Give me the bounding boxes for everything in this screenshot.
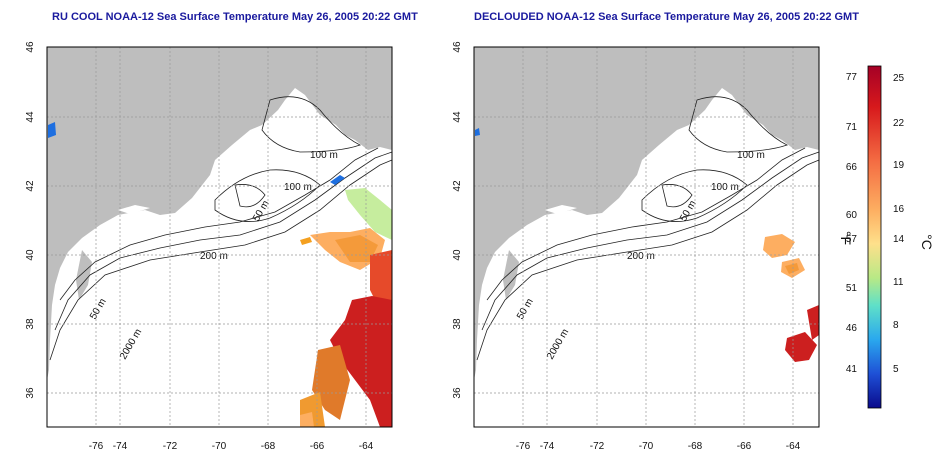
x-tick-label: -66 bbox=[737, 441, 752, 452]
fahrenheit-tick: 41 bbox=[846, 364, 858, 375]
x-tick-label: -76 bbox=[516, 441, 531, 452]
y-tick-label: 42 bbox=[25, 180, 36, 192]
fahrenheit-tick: 60 bbox=[846, 210, 858, 221]
y-tick-label: 46 bbox=[452, 41, 463, 53]
left-map-title: RU COOL NOAA-12 Sea Surface Temperature … bbox=[52, 11, 418, 23]
celsius-tick: 25 bbox=[893, 73, 905, 84]
right-map-title: DECLOUDED NOAA-12 Sea Surface Temperatur… bbox=[474, 11, 859, 23]
contour-label: 100 m bbox=[310, 150, 338, 161]
y-tick-label: 38 bbox=[25, 318, 36, 330]
colorbar-gradient bbox=[867, 65, 882, 409]
right-map-frame bbox=[473, 46, 820, 428]
colorbar: 77 71 66 60 57 51 46 41 25 22 19 16 14 1… bbox=[838, 65, 935, 409]
fahrenheit-tick: 71 bbox=[846, 122, 858, 133]
y-tick-label: 46 bbox=[25, 41, 36, 53]
contour-label: 100 m bbox=[284, 182, 312, 193]
x-tick-label: -72 bbox=[163, 441, 178, 452]
fahrenheit-unit-label: °F bbox=[838, 231, 854, 245]
y-tick-label: 40 bbox=[25, 249, 36, 261]
right-grid bbox=[474, 47, 819, 427]
right-island bbox=[545, 205, 577, 214]
right-land bbox=[474, 47, 819, 380]
celsius-tick: 5 bbox=[893, 364, 899, 375]
fahrenheit-tick: 57 bbox=[846, 234, 858, 245]
celsius-tick: 22 bbox=[893, 118, 905, 129]
right-bathymetry-contours bbox=[476, 96, 820, 361]
y-tick-label: 40 bbox=[452, 249, 463, 261]
fahrenheit-tick: 66 bbox=[846, 162, 858, 173]
fahrenheit-tick: 46 bbox=[846, 323, 858, 334]
y-tick-label: 36 bbox=[452, 387, 463, 399]
y-tick-label: 36 bbox=[25, 387, 36, 399]
fahrenheit-tick: 51 bbox=[846, 283, 858, 294]
y-tick-label: 44 bbox=[25, 111, 36, 123]
x-tick-label: -68 bbox=[261, 441, 276, 452]
contour-label: 200 m bbox=[627, 251, 655, 262]
left-map-frame bbox=[46, 46, 393, 428]
celsius-tick: 8 bbox=[893, 320, 899, 331]
x-tick-label: -74 bbox=[540, 441, 555, 452]
contour-label: 100 m bbox=[711, 182, 739, 193]
left-peninsula bbox=[76, 250, 92, 300]
contour-label: 200 m bbox=[200, 251, 228, 262]
x-tick-label: -64 bbox=[359, 441, 374, 452]
celsius-tick: 19 bbox=[893, 160, 905, 171]
x-tick-label: -66 bbox=[310, 441, 325, 452]
left-map-panel: 100 m 100 m 50 m 200 m 50 m 2000 m bbox=[25, 41, 393, 452]
fahrenheit-tick: 77 bbox=[846, 72, 858, 83]
x-tick-label: -74 bbox=[113, 441, 128, 452]
x-tick-label: -70 bbox=[212, 441, 227, 452]
x-tick-label: -68 bbox=[688, 441, 703, 452]
celsius-tick: 16 bbox=[893, 204, 905, 215]
right-map-panel: 100 m 100 m 50 m 200 m 50 m 2000 m bbox=[452, 41, 820, 452]
x-tick-label: -64 bbox=[786, 441, 801, 452]
left-land bbox=[47, 47, 392, 380]
x-tick-label: -72 bbox=[590, 441, 605, 452]
contour-label: 100 m bbox=[737, 150, 765, 161]
left-grid bbox=[47, 47, 392, 427]
left-island bbox=[118, 205, 150, 214]
right-peninsula bbox=[503, 250, 519, 300]
y-tick-label: 42 bbox=[452, 180, 463, 192]
celsius-unit-label: °C bbox=[919, 234, 935, 250]
y-tick-label: 38 bbox=[452, 318, 463, 330]
y-tick-label: 44 bbox=[452, 111, 463, 123]
celsius-tick: 11 bbox=[893, 277, 904, 288]
x-tick-label: -70 bbox=[639, 441, 654, 452]
celsius-tick: 14 bbox=[893, 234, 905, 245]
x-tick-label: -76 bbox=[89, 441, 104, 452]
left-bathymetry-contours bbox=[49, 96, 393, 361]
